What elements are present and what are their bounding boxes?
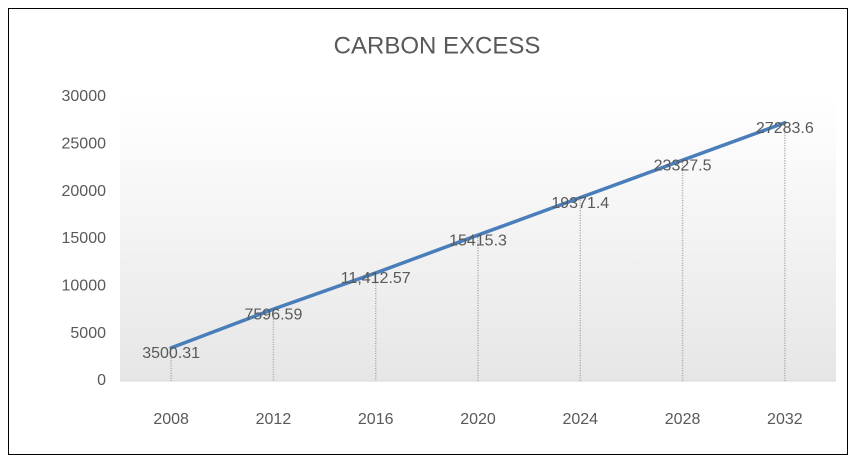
- x-tick-label: 2032: [767, 411, 803, 428]
- data-label: 15415.3: [449, 232, 507, 249]
- y-tick-label: 30000: [62, 88, 107, 105]
- chart-title: CARBON EXCESS: [334, 32, 541, 59]
- y-tick-label: 0: [97, 372, 106, 389]
- data-label: 3500.31: [142, 345, 200, 362]
- y-tick-label: 10000: [62, 278, 107, 295]
- x-tick-label: 2016: [358, 411, 394, 428]
- data-label: 23327.5: [654, 157, 712, 174]
- line-series: [169, 120, 787, 350]
- x-tick-label: 2020: [460, 411, 496, 428]
- x-tick-label: 2028: [665, 411, 701, 428]
- data-label: 11,412.57: [341, 270, 411, 287]
- plot-area: [120, 97, 836, 381]
- y-tick-label: 15000: [62, 230, 107, 247]
- x-tick-label: 2024: [562, 411, 598, 428]
- y-tick-label: 25000: [62, 136, 107, 153]
- x-tick-label: 2012: [256, 411, 292, 428]
- x-tick-label: 2008: [153, 411, 189, 428]
- y-tick-label: 20000: [62, 183, 107, 200]
- data-label: 27283.6: [756, 120, 814, 137]
- y-tick-label: 5000: [70, 325, 106, 342]
- data-label: 19371.4: [551, 195, 609, 212]
- data-label: 7596.59: [245, 306, 303, 323]
